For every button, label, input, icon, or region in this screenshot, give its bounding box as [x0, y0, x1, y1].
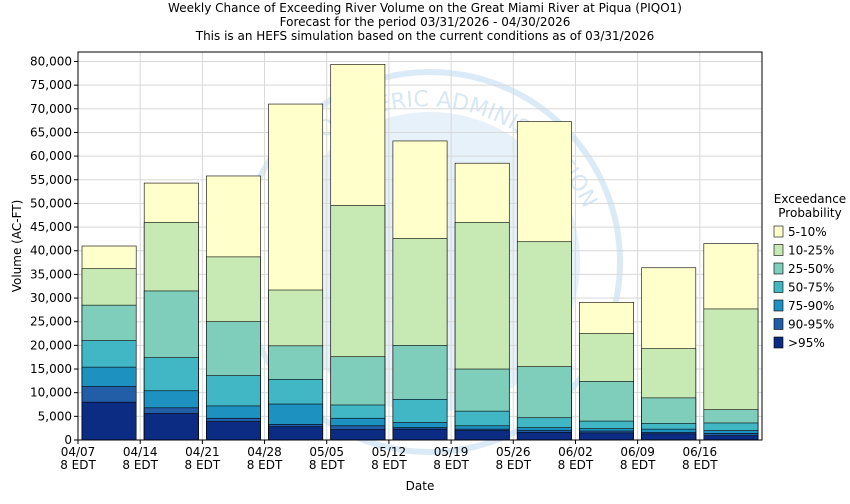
legend-label: 75-90% — [788, 299, 834, 313]
y-tick-label: 5,000 — [38, 409, 72, 423]
y-tick-label: 65,000 — [30, 125, 72, 139]
bar-segment — [330, 429, 386, 441]
bar-segment — [143, 413, 199, 441]
y-tick-label: 40,000 — [30, 244, 72, 258]
x-axis-label: Date — [406, 479, 435, 493]
y-axis: 0 5,000 10,000 15,000 20,000 25,000 30,000 35,0… — [30, 54, 78, 447]
y-tick-label: 25,000 — [30, 315, 72, 329]
bar-segment — [641, 433, 697, 441]
x-tick-label-time: 8 EDT — [620, 458, 656, 472]
y-tick-label: 30,000 — [30, 291, 72, 305]
x-tick-label-date: 04/28 — [247, 445, 282, 459]
x-tick-label-time: 8 EDT — [558, 458, 594, 472]
legend-swatch — [773, 225, 784, 238]
x-tick-label-time: 8 EDT — [371, 458, 407, 472]
legend-swatch — [773, 336, 784, 349]
x-tick-label-date: 05/19 — [434, 445, 469, 459]
x-tick-label-time: 8 EDT — [122, 458, 158, 472]
y-tick-label: 20,000 — [30, 338, 72, 352]
x-tick-label-date: 06/16 — [683, 445, 718, 459]
y-tick-label: 60,000 — [30, 149, 72, 163]
bar-segment — [516, 432, 572, 441]
x-tick-label-date: 05/12 — [372, 445, 407, 459]
x-tick-label-date: 06/09 — [620, 445, 655, 459]
x-tick-label-time: 8 EDT — [247, 458, 283, 472]
y-tick-label: 45,000 — [30, 220, 72, 234]
x-tick-label-time: 8 EDT — [433, 458, 469, 472]
x-tick-label-date: 04/07 — [61, 445, 96, 459]
legend-label: 90-95% — [788, 318, 834, 332]
legend-swatch — [773, 299, 784, 312]
legend-title: Exceedance — [774, 192, 846, 206]
x-tick-label-time: 8 EDT — [495, 458, 531, 472]
bars — [77, 51, 763, 441]
y-tick-label: 75,000 — [30, 78, 72, 92]
x-tick-label-time: 8 EDT — [682, 458, 718, 472]
legend-label: 10-25% — [788, 244, 834, 258]
y-tick-label: 55,000 — [30, 173, 72, 187]
legend-swatch — [773, 318, 784, 330]
x-tick-label-time: 8 EDT — [185, 458, 221, 472]
legend-label: 25-50% — [788, 262, 834, 276]
bar-segment — [206, 421, 261, 441]
x-tick-label-date: 04/14 — [123, 445, 158, 459]
legend-swatch — [773, 262, 784, 275]
x-tick-label-date: 04/21 — [185, 445, 220, 459]
y-axis-label: Volume (AC-FT) — [10, 200, 24, 293]
title-line-3: This is an HEFS simulation based on the … — [195, 29, 655, 43]
x-tick-label-time: 8 EDT — [60, 458, 96, 472]
y-tick-label: 10,000 — [30, 386, 72, 400]
title-line-1: Weekly Chance of Exceeding River Volume … — [168, 1, 682, 15]
x-tick-label-date: 06/02 — [558, 445, 593, 459]
bar-segment — [268, 426, 324, 441]
legend-swatch — [773, 281, 784, 293]
y-tick-label: 35,000 — [30, 267, 72, 281]
bar-segment — [81, 401, 137, 441]
legend-label: 5-10% — [788, 225, 827, 239]
bar-segment — [703, 435, 759, 441]
y-tick-label: 15,000 — [30, 362, 72, 376]
plot-border — [77, 51, 763, 441]
bar-segment — [392, 428, 448, 441]
bar-segment — [579, 432, 634, 441]
legend-label: >95% — [788, 336, 825, 350]
bar-segment — [454, 430, 510, 441]
chart-title: Weekly Chance of Exceeding River Volume … — [168, 1, 682, 43]
x-tick-label-date: 05/26 — [496, 445, 531, 459]
y-tick-label: 80,000 — [30, 54, 72, 68]
legend-label: 50-75% — [788, 281, 834, 295]
y-tick-label: 50,000 — [30, 196, 72, 210]
legend-swatch — [773, 244, 784, 256]
legend-title: Probability — [778, 206, 841, 220]
x-tick-label-time: 8 EDT — [309, 458, 345, 472]
y-tick-label: 70,000 — [30, 102, 72, 116]
title-line-2: Forecast for the period 03/31/2026 - 04/… — [280, 15, 571, 29]
x-tick-label-date: 05/05 — [309, 445, 344, 459]
y-tick-label: 0 — [64, 433, 72, 447]
